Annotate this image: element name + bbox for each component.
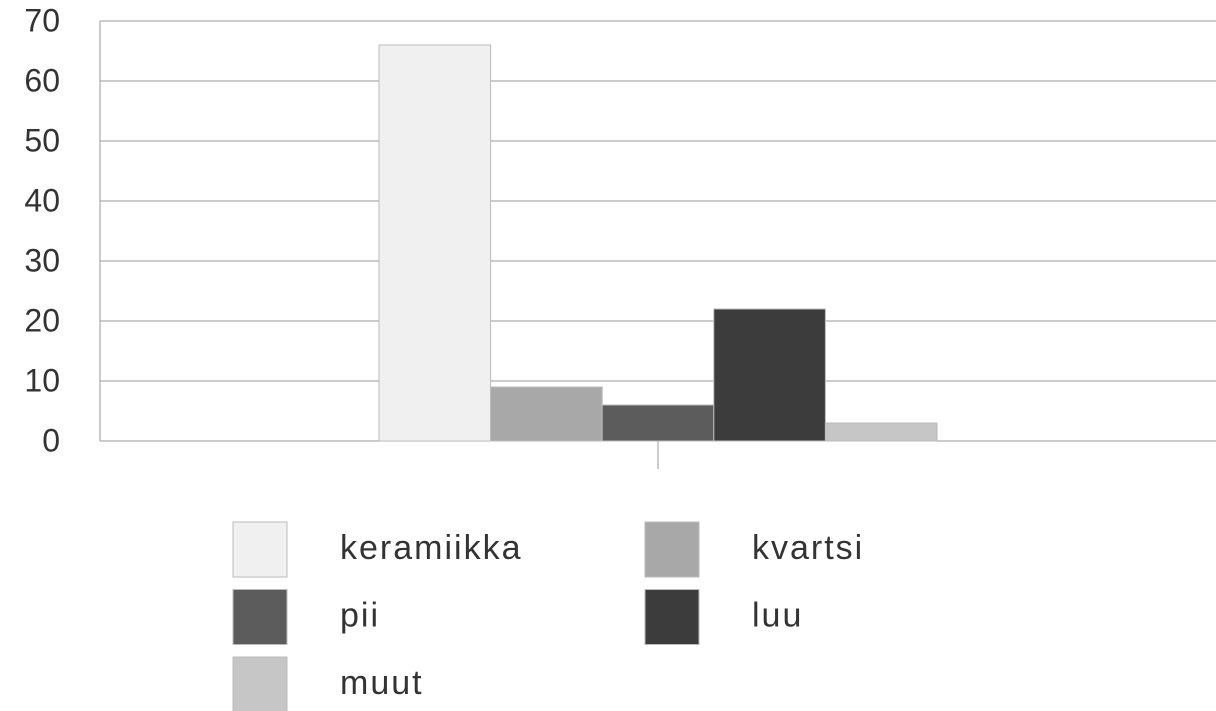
legend-label: kvartsi: [752, 529, 864, 567]
y-tick-label: 30: [24, 242, 60, 278]
y-tick-label: 50: [24, 122, 60, 158]
legend-swatch: [644, 521, 700, 578]
y-tick-label: 20: [24, 302, 60, 338]
y-tick-label: 10: [24, 362, 60, 398]
legend-swatch: [232, 521, 288, 578]
y-tick-label: 60: [24, 62, 60, 98]
bar: [824, 422, 938, 442]
bar: [490, 386, 603, 442]
bar: [378, 44, 492, 442]
legend-label: pii: [340, 596, 380, 634]
y-tick-label: 40: [24, 182, 60, 218]
y-tick-label: 70: [24, 2, 60, 38]
legend-swatch: [232, 589, 288, 645]
legend-label: keramiikka: [340, 529, 522, 567]
bar: [601, 404, 715, 442]
legend-label: luu: [752, 596, 803, 634]
legend-swatch: [644, 589, 700, 645]
legend-swatch: [232, 656, 288, 711]
y-tick-label: 0: [42, 422, 60, 458]
bar: [713, 308, 826, 442]
legend-label: muut: [340, 664, 424, 702]
